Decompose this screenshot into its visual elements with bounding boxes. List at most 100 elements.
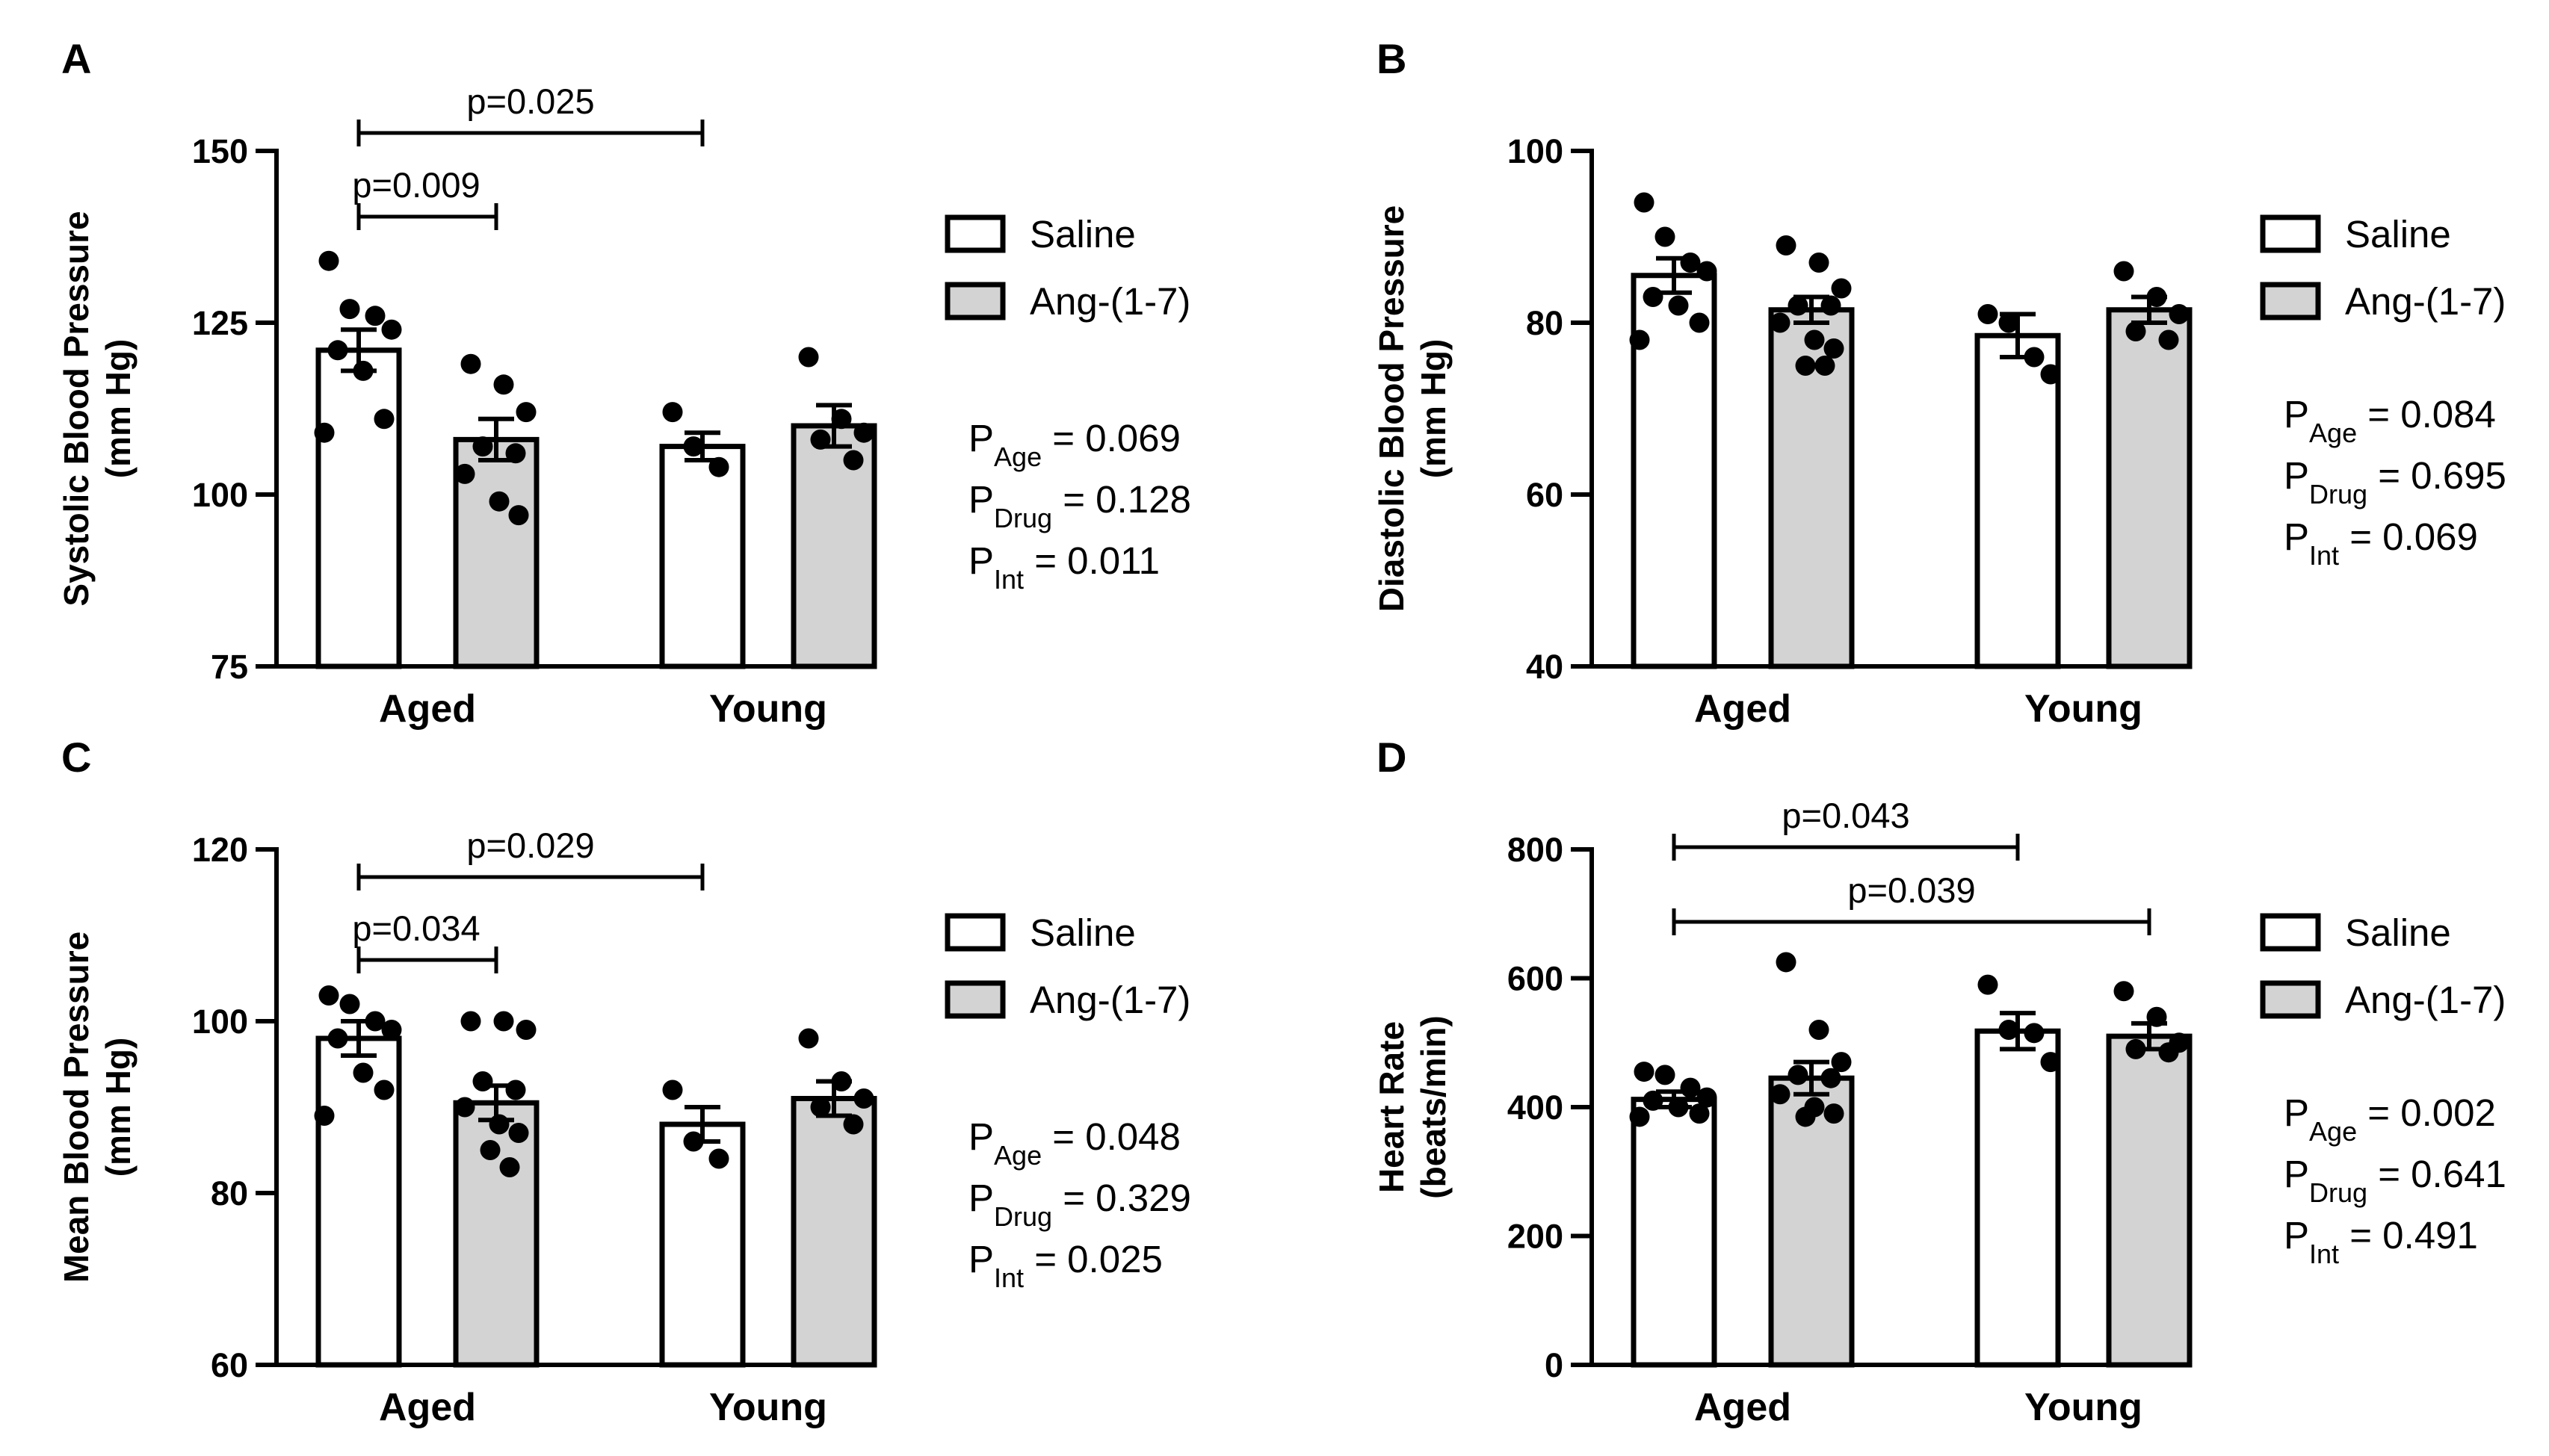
data-point	[1804, 329, 1825, 350]
y-tick-label: 125	[192, 304, 248, 342]
x-category-label: Young	[709, 687, 827, 731]
data-point	[1689, 1103, 1710, 1124]
data-point	[1795, 1106, 1816, 1127]
data-point	[339, 994, 360, 1014]
bar	[1974, 1028, 2061, 1368]
y-axis-label-line1: Diastolic Blood Pressure	[1372, 205, 1411, 613]
x-category-label: Aged	[379, 687, 476, 731]
data-point	[2158, 329, 2179, 350]
anova-stat-symbol: P	[968, 1177, 994, 1219]
data-point	[810, 1097, 831, 1118]
anova-stat-subscript: Drug	[994, 503, 1052, 533]
data-point	[314, 1106, 335, 1126]
data-point	[365, 1011, 386, 1032]
anova-stat-subscript: Drug	[2309, 1177, 2367, 1208]
y-tick-label: 40	[1526, 648, 1563, 686]
anova-stat-value: = 0.641	[2367, 1153, 2506, 1195]
x-category-label: Young	[2024, 687, 2142, 731]
data-point	[339, 299, 360, 320]
data-point	[2169, 304, 2190, 324]
anova-stat-subscript: Int	[994, 564, 1024, 595]
data-point	[2024, 1023, 2045, 1044]
data-point	[314, 422, 335, 443]
anova-stat-subscript: Int	[2309, 540, 2339, 571]
data-point	[353, 360, 374, 381]
data-point	[1820, 295, 1841, 316]
data-point	[493, 1011, 514, 1032]
y-tick-label: 400	[1507, 1088, 1563, 1127]
data-point	[1654, 226, 1675, 247]
data-point	[662, 1079, 683, 1100]
anova-stat: PAge = 0.084	[2284, 393, 2496, 448]
anova-stat-value: = 0.084	[2357, 393, 2496, 436]
data-point	[1823, 1103, 1844, 1124]
data-point	[2146, 1006, 2167, 1027]
data-point	[508, 1123, 529, 1143]
data-point	[365, 306, 386, 326]
anova-stat: PInt = 0.011	[968, 539, 1160, 595]
data-point	[2125, 321, 2146, 341]
legend-label: Saline	[2345, 911, 2451, 954]
legend-label: Ang-(1-7)	[1030, 280, 1190, 323]
data-point	[480, 1140, 501, 1160]
bar	[659, 444, 746, 669]
data-point	[472, 436, 493, 457]
data-point	[1643, 1090, 1663, 1111]
data-point	[454, 463, 475, 484]
data-point	[2146, 287, 2167, 307]
legend-swatch	[2260, 214, 2321, 253]
legend-swatch	[945, 913, 1006, 952]
bar	[659, 1121, 746, 1368]
data-point	[2113, 261, 2134, 282]
y-tick-label: 200	[1507, 1218, 1563, 1256]
data-point	[1814, 356, 1835, 376]
data-point	[2125, 1038, 2146, 1059]
y-tick-label: 75	[211, 648, 248, 686]
data-point	[843, 1114, 864, 1135]
x-category-label: Aged	[379, 1386, 476, 1429]
anova-stat-symbol: P	[2284, 454, 2309, 497]
data-point	[1634, 192, 1654, 213]
data-point	[1808, 1020, 1829, 1040]
x-category-label: Aged	[1694, 687, 1791, 731]
data-point	[1776, 952, 1796, 973]
y-tick-label: 0	[1545, 1346, 1563, 1384]
data-point	[1788, 295, 1808, 316]
data-point	[508, 505, 529, 526]
anova-stat-symbol: P	[968, 417, 994, 459]
data-point	[2158, 1042, 2179, 1063]
y-axis-label-line1: Mean Blood Pressure	[57, 932, 96, 1283]
data-point	[381, 319, 402, 340]
data-point	[460, 353, 481, 374]
panel-b: B Diastolic Blood Pressure (mm Hg) 40 60 80 10…	[1372, 35, 2506, 731]
y-axis-label-line2: (mm Hg)	[99, 1038, 138, 1177]
data-point	[662, 402, 683, 423]
y-tick-label: 120	[192, 831, 248, 869]
anova-stat: PDrug = 0.641	[2284, 1153, 2506, 1208]
legend-label: Ang-(1-7)	[1030, 979, 1190, 1021]
anova-stat: PAge = 0.069	[968, 417, 1181, 472]
significance-label: p=0.029	[466, 825, 594, 865]
data-point	[683, 1131, 704, 1152]
bar	[1631, 1097, 1717, 1368]
y-axis-label-line1: Systolic Blood Pressure	[57, 211, 96, 606]
data-point	[1795, 356, 1816, 376]
anova-stat-subscript: Drug	[994, 1201, 1052, 1232]
anova-stat-value: = 0.695	[2367, 454, 2506, 497]
data-point	[499, 1157, 520, 1177]
data-point	[1977, 974, 1998, 995]
data-point	[1820, 1068, 1841, 1088]
panel-letter: D	[1377, 734, 1406, 781]
anova-stat-symbol: P	[968, 1115, 994, 1158]
y-tick-label: 100	[1507, 132, 1563, 170]
x-category-label: Young	[709, 1386, 827, 1429]
data-point	[708, 456, 729, 477]
data-point	[489, 491, 510, 512]
panel-letter: C	[61, 734, 91, 781]
anova-stat-subscript: Age	[2309, 1116, 2357, 1147]
significance-label: p=0.039	[1847, 870, 1975, 910]
anova-stat-symbol: P	[968, 539, 994, 582]
data-point	[381, 1020, 402, 1040]
anova-stat-symbol: P	[2284, 515, 2309, 558]
y-axis-label-line1: Heart Rate	[1372, 1021, 1411, 1193]
